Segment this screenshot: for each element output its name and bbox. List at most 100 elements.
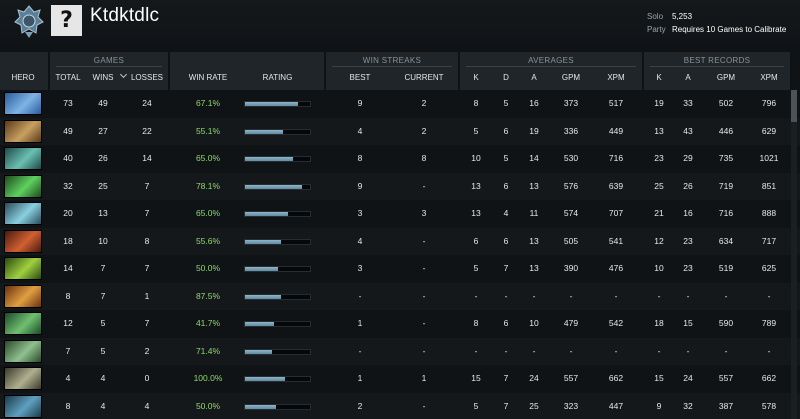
avatar[interactable]: ? (51, 5, 82, 36)
col-win-rate[interactable]: WIN RATE (188, 73, 228, 82)
col-avg-a[interactable]: A (531, 73, 537, 82)
cell-wins: 27 (98, 125, 108, 136)
cell-total: 12 (63, 318, 73, 328)
col-wins[interactable]: WINS (92, 73, 114, 82)
cell-avg-d: 6 (503, 125, 509, 136)
cell-avg-gpm: 336 (563, 125, 579, 136)
cell-avg-xpm: - (614, 290, 618, 301)
cell-current-streak: 1 (421, 373, 427, 383)
table-row[interactable]: 18 10 8 55.6% 4 - 6 6 13 505 541 12 23 634 717 (0, 228, 800, 255)
table-row[interactable]: 20 13 7 65.0% 3 3 13 4 11 574 707 21 16 716 888 (0, 200, 800, 227)
col-best-gpm[interactable]: GPM (716, 73, 736, 82)
cell-best-xpm: 796 (761, 98, 777, 108)
cell-current-streak: - (422, 180, 426, 191)
table-row[interactable]: 8 7 1 87.5% - - - - - - - - - - - (0, 283, 800, 310)
cell-avg-k: 13 (471, 208, 481, 218)
hero-portrait[interactable] (4, 147, 42, 170)
cell-losses: 14 (142, 153, 152, 163)
col-current-streak[interactable]: CURRENT (404, 73, 444, 82)
cell-best-xpm: 578 (761, 400, 777, 411)
rating-bar (244, 403, 311, 410)
cell-best-gpm: 719 (718, 180, 734, 191)
hero-portrait[interactable] (4, 312, 42, 335)
party-label: Party (647, 25, 666, 34)
cell-current-streak: - (422, 318, 426, 328)
cell-best-streak: 1 (357, 318, 363, 328)
cell-avg-d: - (504, 290, 508, 301)
hero-portrait[interactable] (4, 257, 42, 280)
cell-avg-d: 5 (503, 153, 509, 163)
rating-bar-fill (245, 294, 281, 299)
rating-bar (244, 211, 311, 217)
col-avg-k[interactable]: K (473, 73, 479, 82)
rating-bar-fill (245, 349, 272, 354)
table-row[interactable]: 7 5 2 71.4% - - - - - - - - - - - (0, 338, 800, 365)
hero-portrait[interactable] (4, 174, 42, 198)
cell-best-k: 18 (654, 318, 664, 328)
rating-bar-fill (245, 404, 276, 409)
cell-wins: 4 (100, 373, 106, 383)
scrollbar[interactable] (791, 90, 797, 419)
cell-avg-k: 6 (473, 235, 479, 246)
cell-avg-d: 7 (503, 263, 509, 273)
cell-best-k: 9 (656, 400, 662, 411)
cell-best-streak: 8 (357, 153, 363, 163)
col-best-streak[interactable]: BEST (349, 73, 371, 82)
table-row[interactable]: 12 5 7 41.7% 1 - 8 6 10 479 542 18 15 590 789 (0, 310, 800, 337)
rating-bar-fill (245, 129, 283, 134)
cell-best-xpm: - (767, 290, 771, 301)
hero-portrait[interactable] (4, 119, 42, 143)
rating-bar (244, 156, 311, 162)
scrollbar-thumb[interactable] (791, 90, 797, 122)
col-rating[interactable]: RATING (262, 73, 293, 82)
table-row[interactable]: 8 4 4 50.0% 2 - 5 7 25 323 447 9 32 387 578 (0, 393, 800, 419)
cell-win-rate: 87.5% (195, 290, 221, 301)
col-best-a[interactable]: A (685, 73, 691, 82)
cell-total: 4 (65, 373, 71, 383)
cell-avg-xpm: - (614, 345, 618, 356)
table-row[interactable]: 14 7 7 50.0% 3 - 5 7 13 390 476 10 23 519 625 (0, 255, 800, 282)
hero-portrait[interactable] (4, 229, 42, 253)
cell-avg-a: 16 (529, 98, 539, 108)
hero-portrait[interactable] (4, 284, 42, 308)
col-best-xpm[interactable]: XPM (760, 73, 778, 82)
col-avg-d[interactable]: D (503, 73, 509, 82)
cell-current-streak: 2 (421, 125, 427, 136)
table-row[interactable]: 73 49 24 67.1% 9 2 8 5 16 373 517 19 33 502 796 (0, 90, 800, 117)
win-streaks-header-group (326, 52, 458, 90)
hero-portrait[interactable] (4, 202, 42, 225)
col-avg-xpm[interactable]: XPM (607, 73, 625, 82)
rating-bar-fill (245, 377, 285, 381)
table-row[interactable]: 4 4 0 100.0% 1 1 15 7 24 557 662 15 24 557 662 (0, 365, 800, 392)
cell-win-rate: 41.7% (195, 318, 221, 328)
col-hero[interactable]: HERO (11, 73, 35, 82)
cell-losses: 22 (142, 125, 152, 136)
cell-best-k: 13 (654, 125, 664, 136)
table-row[interactable]: 32 25 7 78.1% 9 - 13 6 13 576 639 25 26 719 851 (0, 173, 800, 200)
cell-best-a: 24 (683, 373, 693, 383)
cell-avg-gpm: 505 (563, 235, 579, 246)
cell-win-rate: 50.0% (195, 400, 221, 411)
best-records-header-group (644, 52, 790, 90)
col-best-k[interactable]: K (656, 73, 662, 82)
hero-portrait[interactable] (4, 394, 42, 418)
cell-avg-a: 14 (529, 153, 539, 163)
cell-avg-d: 7 (503, 400, 509, 411)
col-losses[interactable]: LOSSES (130, 73, 163, 82)
cell-best-k: 23 (654, 153, 664, 163)
cell-win-rate: 55.6% (195, 235, 221, 246)
cell-best-k: - (657, 290, 661, 301)
cell-losses: 2 (144, 345, 150, 356)
table-row[interactable]: 40 26 14 65.0% 8 8 10 5 14 530 716 23 29 735 1021 (0, 145, 800, 172)
rating-bar (244, 348, 311, 355)
table-row[interactable]: 49 27 22 55.1% 4 2 5 6 19 336 449 13 43 446 629 (0, 118, 800, 145)
hero-portrait[interactable] (4, 367, 42, 390)
solo-mmr-value: 5,253 (672, 12, 693, 21)
hero-portrait[interactable] (4, 339, 42, 363)
medal-icon (14, 5, 44, 38)
cell-avg-a: - (532, 290, 536, 301)
col-total[interactable]: TOTAL (55, 73, 81, 82)
cell-best-xpm: 629 (761, 125, 777, 136)
col-avg-gpm[interactable]: GPM (561, 73, 581, 82)
hero-portrait[interactable] (4, 92, 42, 115)
